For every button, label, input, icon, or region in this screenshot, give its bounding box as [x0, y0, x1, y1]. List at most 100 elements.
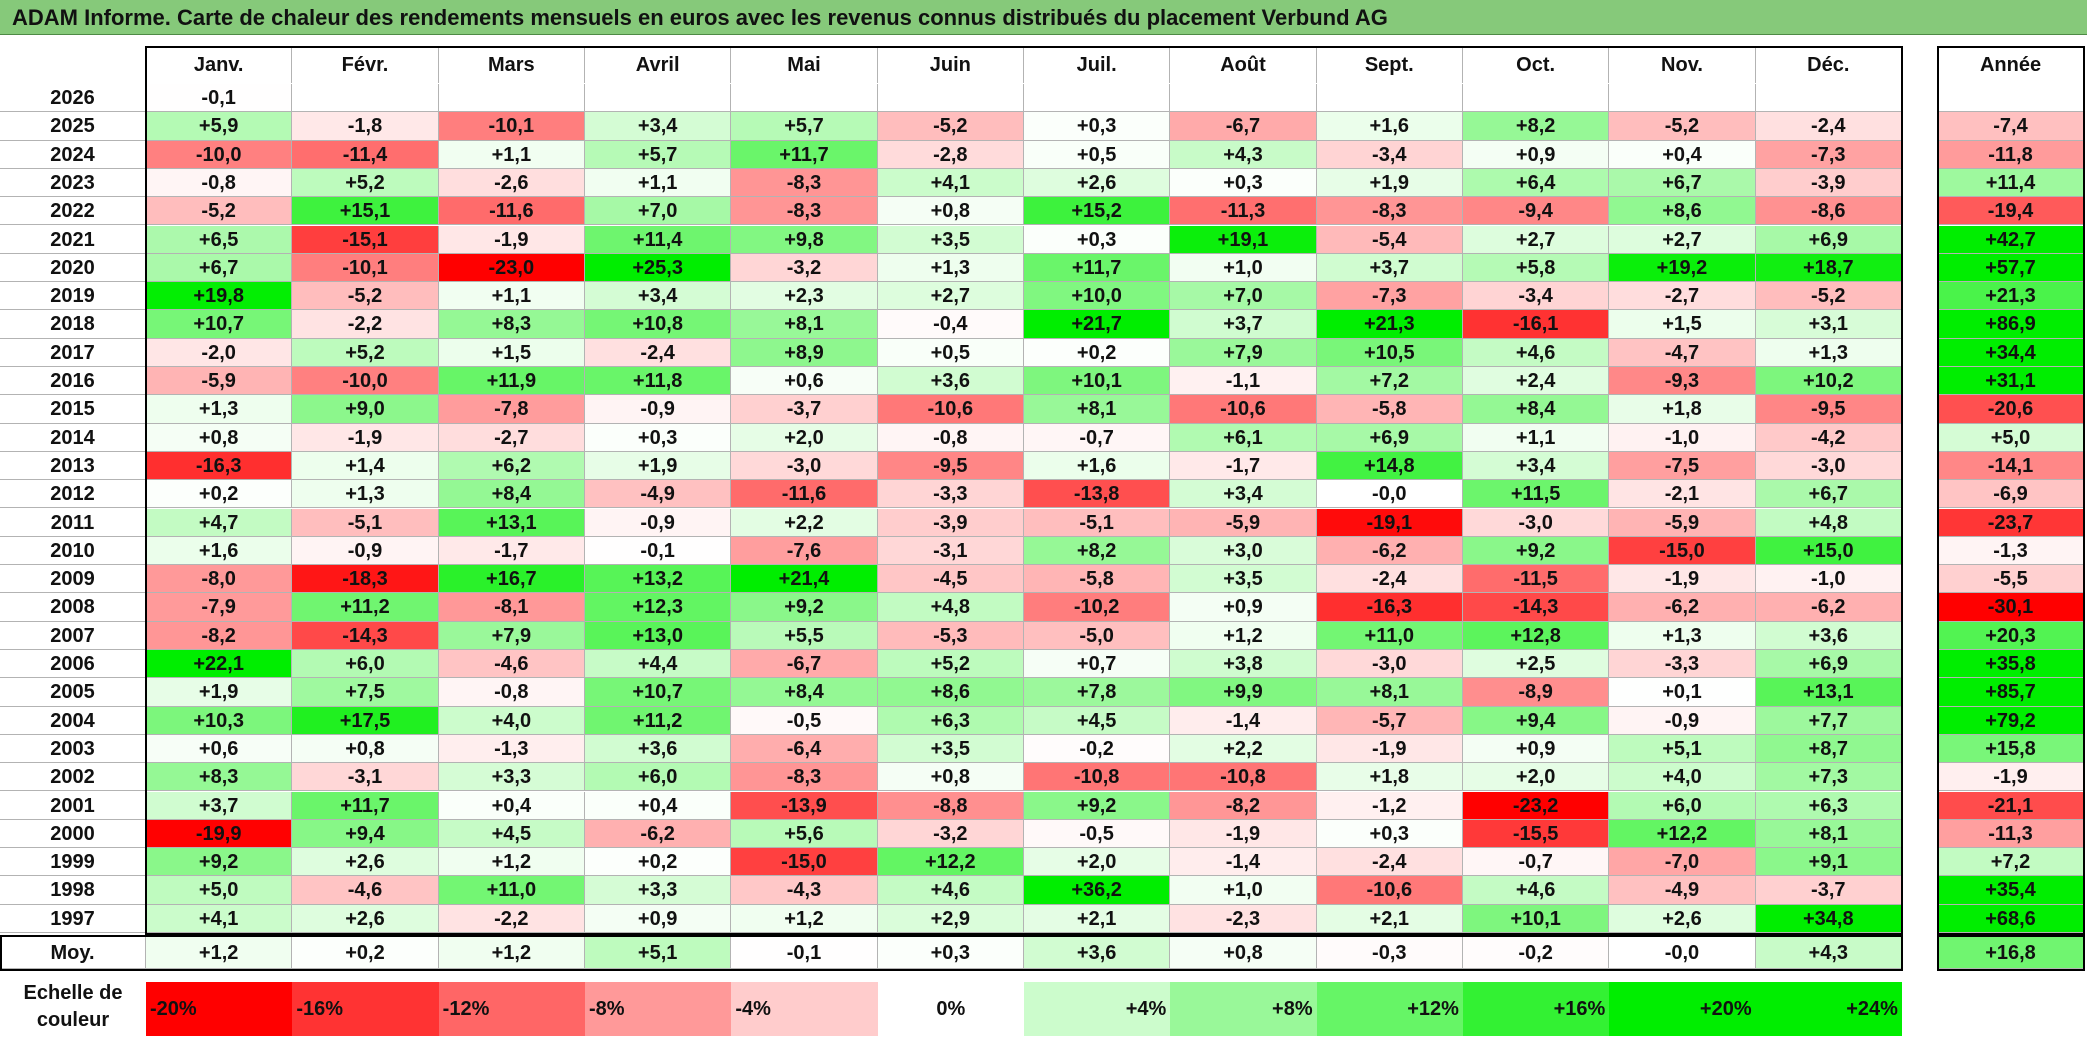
month-header: Avril	[585, 47, 732, 83]
month-header: Juil.	[1024, 47, 1171, 83]
heatmap-cell: -6,7	[1170, 112, 1317, 141]
heatmap-cell: -23,0	[438, 253, 585, 283]
heatmap-cell: +8,4	[731, 678, 878, 707]
heatmap-cell: -7,0	[1609, 848, 1756, 877]
heatmap-cell: -5,1	[292, 508, 439, 537]
heatmap-cell: +4,7	[146, 508, 293, 537]
heatmap-cell: -0,0	[1316, 480, 1463, 509]
heatmap-cell: +1,5	[438, 338, 585, 367]
heatmap-cell: +10,1	[1462, 904, 1610, 933]
heatmap-cell: +2,5	[1462, 650, 1610, 679]
heatmap-cell: -4,6	[438, 650, 585, 679]
heatmap-cell: -3,1	[292, 763, 439, 792]
heatmap-cell: -4,3	[731, 876, 878, 905]
heatmap-cell: +2,3	[731, 282, 878, 311]
year-label: 2025	[0, 112, 146, 141]
heatmap-cell: -3,1	[877, 536, 1024, 566]
heatmap-cell: +7,3	[1755, 763, 1902, 792]
heatmap-cell: +1,0	[1170, 253, 1317, 283]
heatmap-cell: +11,0	[438, 876, 585, 905]
month-header: Févr.	[292, 47, 439, 83]
heatmap-cell: +3,0	[1170, 536, 1317, 566]
heatmap-cell: -8,0	[146, 565, 293, 594]
heatmap-cell: -0,5	[1023, 819, 1171, 849]
heatmap-cell: +5,2	[292, 168, 439, 198]
heatmap-cell: -5,4	[1316, 225, 1463, 254]
heatmap-cell: +13,2	[584, 565, 732, 594]
heatmap-cell: +3,1	[1755, 310, 1902, 339]
annual-cell: +85,7	[1938, 678, 2084, 707]
heatmap-cell	[584, 84, 732, 113]
color-scale-label: Echelle de couleur	[23, 982, 123, 1031]
heatmap-cell: -2,7	[438, 423, 585, 452]
heatmap-cell: -7,3	[1316, 282, 1463, 311]
heatmap-cell: -0,4	[877, 310, 1024, 339]
heatmap-cell: -5,2	[1609, 112, 1756, 141]
annual-cell: -23,7	[1938, 508, 2084, 537]
heatmap-cell: -2,7	[1609, 282, 1756, 311]
year-label: 2008	[0, 593, 146, 622]
heatmap-cell: -6,7	[731, 650, 878, 679]
heatmap-cell: -15,0	[1609, 536, 1756, 566]
heatmap-cell: -1,9	[1316, 734, 1463, 764]
average-cell: +0,3	[877, 937, 1024, 969]
heatmap-cell: +9,2	[731, 593, 878, 622]
heatmap-cell: -4,5	[877, 565, 1024, 594]
annual-cell: +31,1	[1938, 367, 2084, 396]
heatmap-cell: +0,4	[584, 791, 732, 820]
heatmap-cell: +3,6	[584, 734, 732, 764]
heatmap-cell: +9,0	[292, 395, 439, 424]
heatmap-cell: +8,2	[1023, 536, 1171, 566]
heatmap-cell: +7,0	[584, 197, 732, 226]
heatmap-cell: -7,5	[1609, 451, 1756, 481]
heatmap-cell: -1,0	[1755, 565, 1902, 594]
annual-cell: +57,7	[1938, 253, 2084, 283]
heatmap-cell: +6,9	[1755, 650, 1902, 679]
month-header: Mars	[439, 47, 585, 83]
heatmap-cell: +3,5	[1170, 565, 1317, 594]
heatmap-cell: +4,8	[877, 593, 1024, 622]
year-label: 2015	[0, 395, 146, 424]
heatmap-cell: +12,2	[877, 848, 1024, 877]
heatmap-cell: +1,2	[438, 848, 585, 877]
heatmap-cell: +2,1	[1316, 904, 1463, 933]
heatmap-cell: +8,7	[1755, 734, 1902, 764]
heatmap-cell: +15,0	[1755, 536, 1902, 566]
heatmap-cell: +12,2	[1609, 819, 1756, 849]
heatmap-cell: +0,3	[584, 423, 732, 452]
heatmap-cell: -10,1	[438, 112, 585, 141]
heatmap-cell: -15,5	[1462, 819, 1610, 849]
heatmap-cell: -6,2	[584, 819, 732, 849]
color-scale-step: +8%	[1170, 982, 1317, 1036]
heatmap-cell: +1,6	[1023, 451, 1171, 481]
heatmap-cell: +21,7	[1023, 310, 1171, 339]
heatmap-cell: +1,6	[146, 536, 293, 566]
heatmap-cell: -5,8	[1316, 395, 1463, 424]
annual-cell: -11,8	[1938, 140, 2084, 169]
heatmap-cell: +9,4	[1462, 706, 1610, 735]
year-label: 2003	[0, 734, 146, 764]
heatmap-cell	[731, 84, 878, 113]
heatmap-cell	[292, 84, 439, 113]
heatmap-cell: +0,8	[877, 197, 1024, 226]
heatmap-cell: +5,1	[1609, 734, 1756, 764]
heatmap-cell: +9,2	[1023, 791, 1171, 820]
heatmap-cell: +8,1	[731, 310, 878, 339]
heatmap-cell: -13,9	[731, 791, 878, 820]
heatmap-cell: +0,6	[731, 367, 878, 396]
heatmap-cell: +2,9	[877, 904, 1024, 933]
heatmap-cell: +6,7	[146, 253, 293, 283]
annual-cell: +5,0	[1938, 423, 2084, 452]
annual-cell	[1938, 84, 2084, 113]
heatmap-cell: -8,3	[731, 197, 878, 226]
heatmap-cell	[1170, 84, 1317, 113]
heatmap-cell: -11,6	[438, 197, 585, 226]
heatmap-cell: +3,6	[877, 367, 1024, 396]
heatmap-cell: -16,3	[146, 451, 293, 481]
heatmap-cell: +8,1	[1316, 678, 1463, 707]
annual-cell: +20,3	[1938, 621, 2084, 650]
heatmap-cell: +4,4	[584, 650, 732, 679]
year-label: 2020	[0, 253, 146, 283]
year-label: 2016	[0, 367, 146, 396]
